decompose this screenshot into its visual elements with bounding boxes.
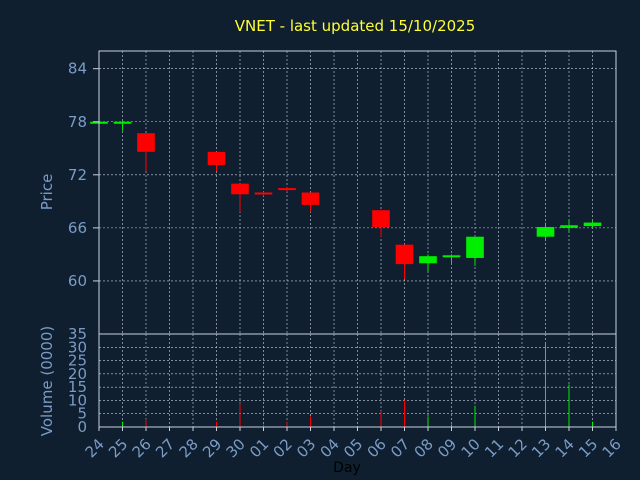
candle-body [560,225,578,228]
candle-body [419,256,437,264]
candle-body [278,188,296,191]
volume-y-tick-label: 15 [68,378,87,396]
x-axis-label: Day [333,460,361,476]
candle-body [395,244,414,265]
volume-axis-label: Volume (0000) [38,326,56,436]
price-y-tick-label: 60 [68,272,87,290]
candle-body [113,121,132,124]
volume-y-tick-label: 5 [77,405,87,423]
price-y-tick-label: 78 [68,113,87,131]
price-y-tick-labels: 60 66 72 78 84 [68,60,99,290]
candle-body [301,192,320,205]
candle-body [583,222,602,227]
candle-body [254,192,273,195]
candle-body [207,151,226,166]
candle-body [466,236,484,258]
volume-panel-frame [98,333,617,428]
volume-y-tick-label: 20 [68,365,87,383]
price-y-tick-label: 72 [68,166,87,184]
candle-body [372,210,390,227]
chart-title: VNET - last updated 15/10/2025 [235,17,476,35]
volume-y-tick-label: 10 [68,391,87,409]
volume-bars [122,341,593,427]
price-y-tick-label: 84 [68,60,87,78]
volume-y-tick-label: 30 [68,338,87,356]
volume-y-tick-label: 35 [68,325,87,343]
candle-body [536,226,555,237]
candle-body [231,183,249,195]
volume-y-tick-label: 25 [68,352,87,370]
candle-body [442,255,461,258]
candle-body [137,133,155,152]
price-y-tick-label: 66 [68,219,87,237]
price-axis-label: Price [38,174,56,211]
volume-y-tick-label: 0 [77,418,87,436]
